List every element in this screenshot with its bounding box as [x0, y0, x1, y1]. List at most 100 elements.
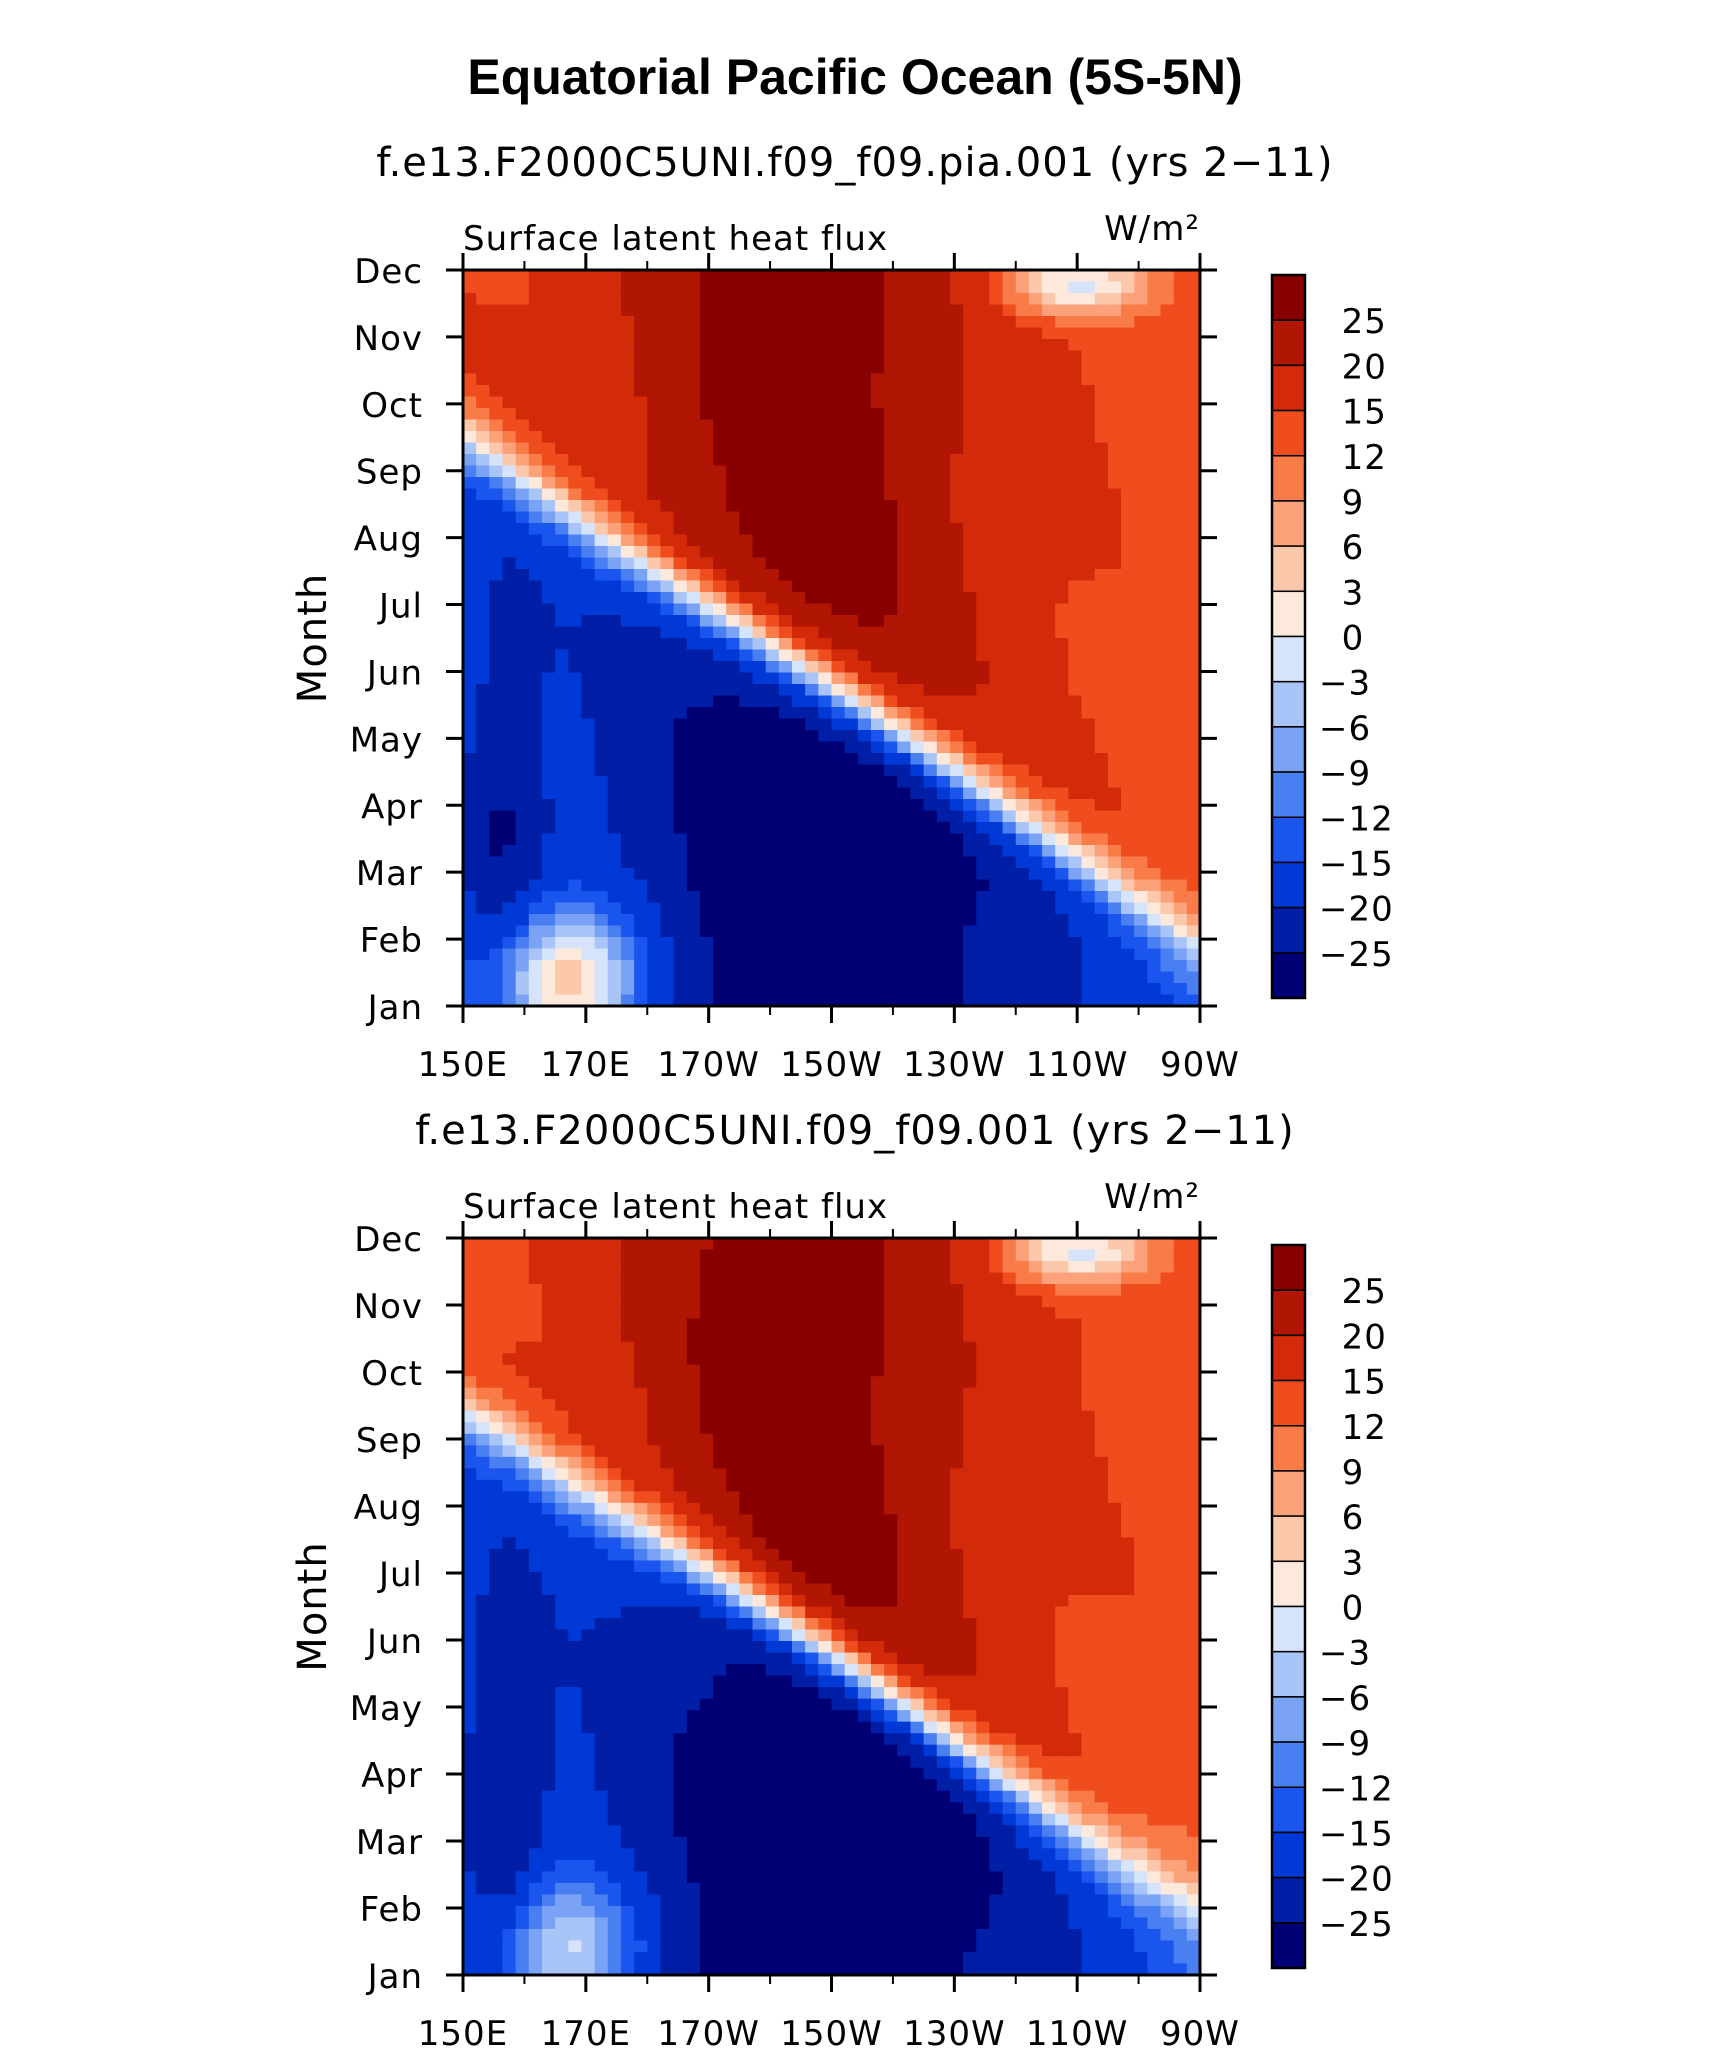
- heatmap-cell: [528, 373, 543, 386]
- heatmap-cell: [568, 1744, 583, 1757]
- heatmap-cell: [1173, 787, 1188, 800]
- heatmap-cell: [607, 764, 622, 777]
- heatmap-cell: [541, 822, 556, 835]
- heatmap-cell: [1160, 753, 1175, 766]
- heatmap-cell: [555, 983, 569, 996]
- heatmap-cell: [949, 534, 964, 547]
- y-tick-label: Jun: [365, 653, 423, 693]
- heatmap-cell: [528, 523, 543, 536]
- heatmap-cell: [963, 983, 977, 996]
- heatmap-cell: [870, 626, 885, 639]
- heatmap-cell: [963, 465, 977, 478]
- heatmap-cell: [528, 1261, 543, 1274]
- heatmap-cell: [607, 1963, 622, 1976]
- heatmap-cell: [528, 1963, 543, 1976]
- heatmap-cell: [1173, 845, 1188, 858]
- heatmap-cell: [726, 1364, 740, 1377]
- heatmap-cell: [660, 1238, 675, 1251]
- heatmap-cell: [476, 1905, 490, 1919]
- heatmap-cell: [936, 902, 951, 915]
- heatmap-cell: [963, 316, 977, 329]
- heatmap-cell: [594, 764, 609, 777]
- heatmap-cell: [541, 1744, 556, 1757]
- heatmap-cell: [923, 293, 938, 306]
- heatmap-cell: [923, 649, 938, 662]
- heatmap-cell: [528, 511, 543, 524]
- heatmap-cell: [765, 638, 780, 651]
- heatmap-cell: [476, 1928, 490, 1942]
- heatmap-cell: [607, 1894, 622, 1907]
- heatmap-cell: [620, 1295, 635, 1308]
- heatmap-cell: [489, 868, 504, 881]
- heatmap-cell: [476, 1940, 490, 1953]
- heatmap-cell: [541, 442, 556, 455]
- heatmap-cell: [502, 603, 517, 616]
- heatmap-cell: [963, 500, 977, 513]
- heatmap-cell: [726, 626, 740, 639]
- heatmap-cell: [989, 270, 1004, 283]
- heatmap-cell: [1147, 442, 1162, 455]
- heatmap-cell: [647, 684, 662, 697]
- heatmap-cell: [963, 592, 977, 605]
- heatmap-cell: [897, 914, 912, 927]
- heatmap-cell: [949, 753, 964, 766]
- heatmap-cell: [1068, 431, 1083, 444]
- heatmap-cell: [647, 776, 662, 789]
- heatmap-cell: [976, 396, 991, 409]
- heatmap-cell: [1094, 856, 1109, 869]
- heatmap-cell: [594, 1502, 609, 1515]
- heatmap-cell: [1147, 477, 1162, 490]
- heatmap-cell: [805, 408, 819, 421]
- heatmap-cell: [673, 396, 688, 409]
- heatmap-cell: [713, 1721, 727, 1734]
- heatmap-cell: [1107, 454, 1122, 467]
- heatmap-cell: [923, 339, 938, 352]
- heatmap-cell: [752, 764, 767, 777]
- heatmap-cell: [923, 741, 938, 754]
- heatmap-cell: [870, 419, 885, 432]
- heatmap-cell: [581, 799, 596, 812]
- heatmap-cell: [673, 1376, 688, 1389]
- heatmap-cell: [765, 776, 780, 789]
- heatmap-cell: [963, 684, 977, 697]
- heatmap-cell: [699, 948, 714, 961]
- heatmap-cell: [660, 1698, 675, 1711]
- heatmap-cell: [792, 408, 806, 421]
- heatmap-cell: [620, 1779, 635, 1792]
- heatmap-cell: [607, 1548, 622, 1562]
- heatmap-cell: [634, 833, 648, 846]
- heatmap-cell: [713, 1560, 727, 1573]
- heatmap-cell: [463, 1618, 477, 1631]
- heatmap-cell: [660, 1318, 675, 1331]
- heatmap-cell: [1055, 626, 1069, 639]
- heatmap-cell: [568, 1422, 583, 1435]
- heatmap-cell: [502, 1330, 517, 1343]
- heatmap-cell: [489, 983, 504, 996]
- heatmap-cell: [568, 500, 583, 513]
- heatmap-cell: [765, 270, 780, 283]
- heatmap-cell: [502, 1744, 517, 1757]
- heatmap-cell: [634, 684, 648, 697]
- heatmap-cell: [699, 810, 714, 823]
- heatmap-cell: [726, 822, 740, 835]
- heatmap-cell: [699, 902, 714, 915]
- heatmap-cell: [739, 580, 754, 593]
- heatmap-cell: [713, 1548, 727, 1562]
- heatmap-cell: [1028, 787, 1043, 800]
- heatmap-cell: [594, 937, 609, 950]
- heatmap-cell: [1147, 707, 1162, 720]
- heatmap-cell: [752, 994, 767, 1007]
- heatmap-cell: [555, 500, 569, 513]
- heatmap-cell: [489, 1502, 504, 1515]
- heatmap-cell: [541, 1376, 556, 1389]
- heatmap-cell: [1094, 546, 1109, 559]
- heatmap-cell: [910, 442, 925, 455]
- heatmap-cell: [581, 925, 596, 938]
- heatmap-cell: [1002, 454, 1017, 467]
- heatmap-cell: [581, 1618, 596, 1631]
- heatmap-cell: [686, 1836, 701, 1849]
- heatmap-cell: [752, 626, 767, 639]
- heatmap-cell: [989, 925, 1004, 938]
- heatmap-cell: [541, 1618, 556, 1631]
- heatmap-cell: [620, 1249, 635, 1262]
